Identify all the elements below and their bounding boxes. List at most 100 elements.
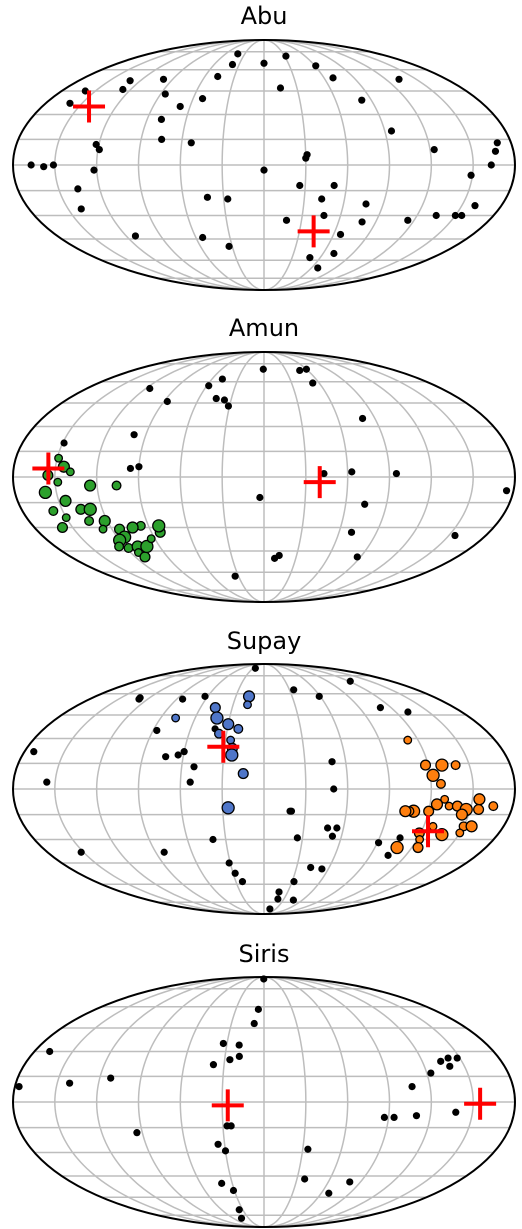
data-point bbox=[282, 52, 290, 60]
cluster-point bbox=[56, 521, 69, 534]
data-point bbox=[446, 1062, 454, 1070]
data-point bbox=[315, 692, 323, 700]
data-point bbox=[176, 102, 184, 111]
data-point bbox=[347, 528, 356, 536]
data-point bbox=[259, 365, 267, 373]
data-point bbox=[220, 396, 229, 404]
data-point bbox=[27, 161, 35, 169]
cluster-point bbox=[233, 723, 244, 734]
panel-amun: Amun bbox=[12, 314, 516, 603]
data-point bbox=[235, 1206, 243, 1214]
data-point bbox=[179, 695, 187, 703]
data-point bbox=[318, 865, 326, 873]
cluster-point bbox=[455, 808, 469, 821]
data-point bbox=[502, 487, 511, 495]
data-point bbox=[312, 62, 320, 70]
data-point bbox=[135, 463, 143, 471]
data-point bbox=[231, 572, 239, 580]
data-point bbox=[135, 695, 143, 703]
data-point bbox=[146, 384, 154, 393]
data-point bbox=[214, 72, 222, 81]
data-point bbox=[453, 1054, 461, 1062]
data-point bbox=[160, 848, 168, 856]
cluster-point bbox=[473, 793, 486, 806]
data-point bbox=[237, 1214, 246, 1222]
data-point bbox=[333, 824, 341, 832]
data-point bbox=[66, 99, 74, 107]
data-point bbox=[348, 468, 356, 476]
data-point bbox=[303, 151, 311, 159]
cluster-point bbox=[488, 801, 499, 812]
cluster-point bbox=[412, 841, 424, 854]
cluster-point bbox=[444, 801, 454, 811]
data-point bbox=[43, 778, 51, 786]
cross-marker bbox=[207, 730, 240, 763]
cluster-point bbox=[242, 690, 256, 703]
data-point bbox=[353, 553, 361, 561]
data-point bbox=[346, 1178, 354, 1186]
data-point bbox=[336, 230, 345, 239]
cluster-point bbox=[222, 718, 235, 731]
data-point bbox=[296, 366, 304, 375]
data-point bbox=[133, 1129, 141, 1137]
data-point bbox=[390, 1113, 398, 1121]
panel-title: Amun bbox=[229, 314, 299, 342]
data-point bbox=[302, 365, 311, 373]
map-outline bbox=[12, 39, 516, 291]
data-point bbox=[286, 807, 294, 815]
data-point bbox=[260, 975, 268, 983]
data-point bbox=[328, 832, 337, 840]
data-point bbox=[235, 1052, 243, 1060]
data-point bbox=[77, 205, 85, 213]
data-point bbox=[392, 469, 401, 478]
data-point bbox=[358, 218, 366, 226]
data-point bbox=[218, 1179, 226, 1187]
cluster-point bbox=[435, 778, 446, 789]
cluster-point bbox=[243, 700, 252, 710]
data-point bbox=[126, 464, 135, 473]
cluster-point bbox=[399, 805, 412, 818]
data-point bbox=[329, 74, 337, 82]
cluster-point bbox=[423, 805, 435, 817]
data-point bbox=[452, 1108, 460, 1116]
cross-marker bbox=[32, 452, 65, 485]
data-point bbox=[328, 758, 336, 766]
map-outline bbox=[12, 351, 516, 603]
data-point bbox=[231, 869, 239, 877]
cluster-point bbox=[38, 485, 53, 500]
cluster-point bbox=[84, 515, 95, 526]
data-point bbox=[330, 249, 338, 258]
data-point bbox=[318, 195, 326, 203]
data-point bbox=[186, 778, 194, 786]
data-point bbox=[158, 135, 166, 144]
data-point bbox=[221, 1147, 230, 1155]
data-point bbox=[15, 1083, 23, 1091]
data-point bbox=[376, 704, 385, 712]
cluster-point bbox=[210, 711, 224, 725]
data-point bbox=[275, 551, 283, 560]
data-point bbox=[74, 185, 82, 193]
data-point bbox=[229, 1186, 238, 1195]
data-point bbox=[153, 726, 161, 735]
data-point bbox=[161, 90, 169, 98]
data-point bbox=[387, 127, 396, 135]
data-point bbox=[225, 859, 233, 867]
data-point bbox=[119, 85, 127, 94]
data-point bbox=[180, 748, 188, 756]
data-point bbox=[487, 161, 495, 169]
data-point bbox=[46, 1047, 54, 1056]
data-point bbox=[427, 1069, 435, 1077]
panel-abu: Abu bbox=[12, 2, 516, 291]
data-point bbox=[274, 895, 282, 903]
cluster-point bbox=[54, 453, 64, 463]
data-point bbox=[90, 166, 98, 174]
data-point bbox=[190, 763, 198, 771]
data-point bbox=[214, 1140, 222, 1148]
data-point bbox=[380, 1113, 388, 1121]
cluster-point bbox=[426, 768, 440, 782]
data-point bbox=[358, 414, 367, 423]
panel-title: Abu bbox=[241, 2, 288, 30]
data-point bbox=[266, 905, 274, 913]
data-point bbox=[451, 211, 459, 220]
cross-marker bbox=[412, 815, 445, 848]
